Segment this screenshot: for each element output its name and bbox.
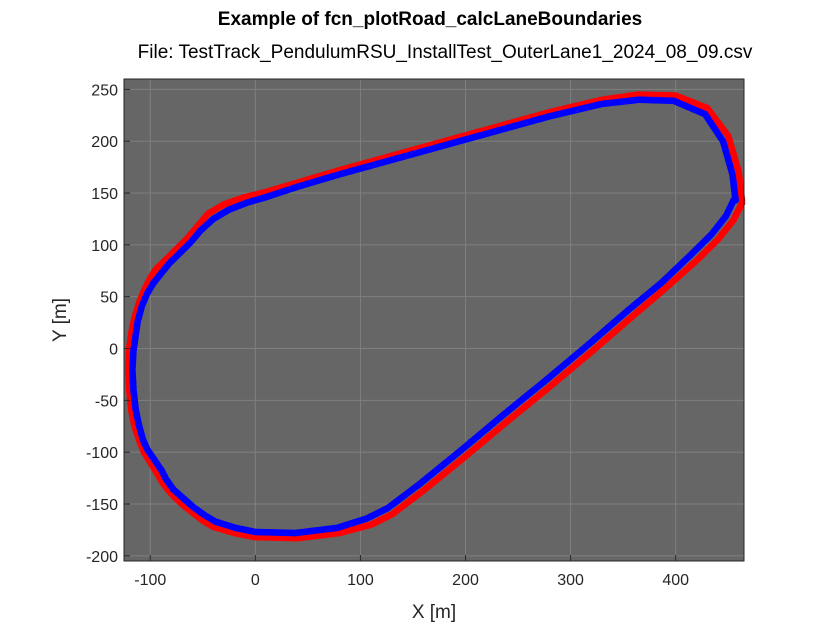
x-axis-label: X [m] [412,602,456,623]
data-series [124,91,746,542]
y-tick-label: -200 [86,549,118,566]
y-tick-label: 200 [91,134,118,151]
y-axis-label: Y [m] [50,298,71,342]
y-tick-label: 150 [91,186,118,203]
axis-ticks: -100 0 100 200 300 400250200150100500-50-100-… [86,82,689,589]
y-tick-label: 50 [100,290,118,307]
y-tick-label: -150 [86,497,118,514]
x-tick-label: -100 [134,572,166,589]
x-tick-label: 100 [347,572,374,589]
x-tick-label: 0 [251,572,260,589]
y-tick-label: -100 [86,445,118,462]
x-tick-label: 300 [557,572,584,589]
series-0 [124,91,746,542]
chart-title: Example of fcn_plotRoad_calcLaneBoundari… [217,9,643,30]
y-tick-label: -50 [95,393,118,410]
x-tick-label: 200 [452,572,479,589]
x-tick-label: 400 [662,572,689,589]
y-tick-label: 0 [109,342,118,359]
data-point [730,196,737,204]
series-1 [129,96,739,537]
y-tick-label: 250 [91,82,118,99]
y-tick-label: 100 [91,238,118,255]
plot-frame [123,78,745,562]
chart-subtitle: File: TestTrack_PendulumRSU_InstallTest_… [137,42,753,63]
